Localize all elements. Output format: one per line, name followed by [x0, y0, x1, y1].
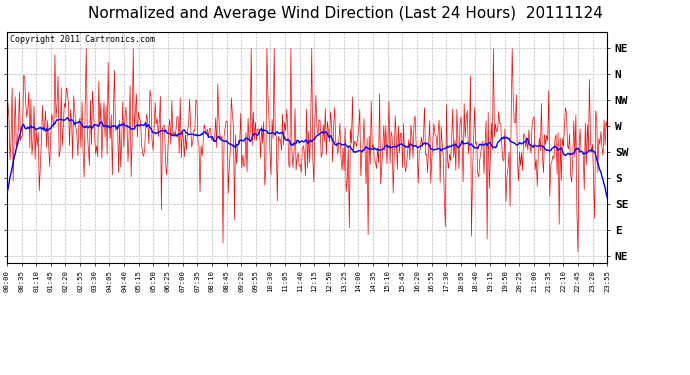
- Text: Normalized and Average Wind Direction (Last 24 Hours)  20111124: Normalized and Average Wind Direction (L…: [88, 6, 602, 21]
- Text: Copyright 2011 Cartronics.com: Copyright 2011 Cartronics.com: [10, 35, 155, 44]
